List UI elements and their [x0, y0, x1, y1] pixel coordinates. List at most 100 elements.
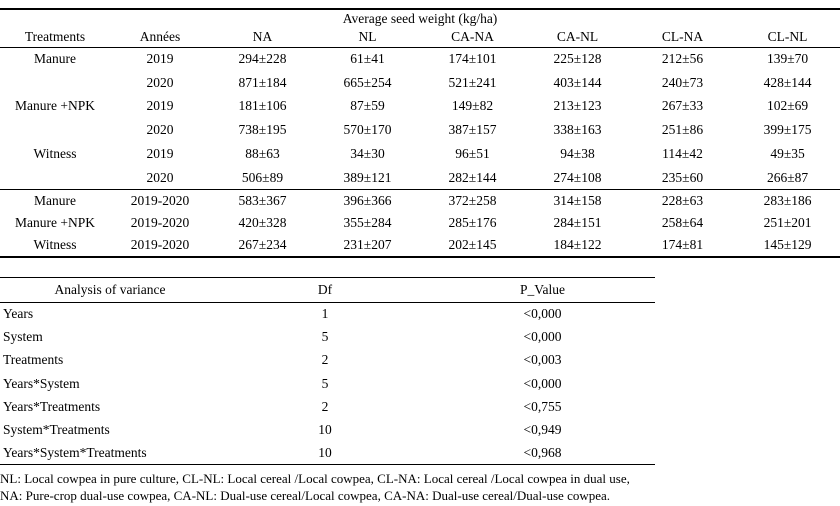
- cell-value: 665±254: [343, 74, 392, 90]
- cell-value: 225±128: [553, 51, 602, 67]
- table-row: Years*System 5 <0,000: [0, 372, 655, 395]
- cell-year: 2019-2020: [130, 237, 190, 253]
- cell-value: 266±87: [766, 169, 809, 185]
- cell-value: 387±157: [448, 122, 497, 138]
- cell-value: 181±106: [238, 98, 287, 114]
- cell-value: 251±201: [763, 215, 812, 231]
- cell-value: 294±228: [238, 51, 287, 67]
- cell-value: 61±41: [350, 51, 385, 67]
- cell-value: 338±163: [553, 122, 602, 138]
- col-header-annees: Années: [110, 27, 210, 48]
- cell-value: 506±89: [241, 169, 284, 185]
- cell-value: 102±69: [766, 98, 809, 114]
- cell-value: 231±207: [343, 237, 392, 253]
- cell-treatment: Manure +NPK: [15, 215, 95, 231]
- cell-treatment: Witness: [33, 237, 77, 253]
- cell-source: Treatments: [3, 352, 64, 368]
- table-row: Years*Treatments 2 <0,755: [0, 395, 655, 418]
- cell-treatment: Manure: [34, 193, 76, 209]
- cell-value: 251±86: [661, 122, 704, 138]
- cell-p-value: <0,000: [523, 375, 562, 391]
- table-row: Analysis of variance Df P_Value: [0, 277, 655, 303]
- cell-source: System*Treatments: [3, 422, 110, 438]
- cell-value: 228±63: [661, 193, 704, 209]
- cell-treatment: Witness: [33, 146, 77, 162]
- cell-value: 212±56: [661, 51, 704, 67]
- footnote-line-1: NL: Local cowpea in pure culture, CL-NL:…: [0, 471, 630, 486]
- cell-value: 145±129: [763, 237, 812, 253]
- table-row: Years 1 <0,000: [0, 303, 655, 326]
- col-header-ca-na: CA-NA: [420, 27, 525, 48]
- table-row: Average seed weight (kg/ha): [0, 9, 840, 27]
- cell-value: 139±70: [766, 51, 809, 67]
- table-row: System*Treatments 10 <0,949: [0, 418, 655, 441]
- cell-value: 521±241: [448, 74, 497, 90]
- cell-value: 184±122: [553, 237, 602, 253]
- col-header-df: Df: [220, 277, 430, 303]
- table-row: 2020 738±195 570±170 387±157 338±163 251…: [0, 118, 840, 142]
- table-row: System 5 <0,000: [0, 326, 655, 349]
- table-row: 2020 506±89 389±121 282±144 274±108 235±…: [0, 166, 840, 190]
- cell-value: 88±63: [245, 146, 280, 162]
- table-row: Years*System*Treatments 10 <0,968: [0, 442, 655, 465]
- col-header-cl-nl: CL-NL: [735, 27, 840, 48]
- cell-year: 2019-2020: [130, 193, 190, 209]
- cell-year: 2020: [146, 169, 174, 185]
- cell-value: 283±186: [763, 193, 812, 209]
- cell-df: 1: [321, 306, 329, 322]
- footnote: NL: Local cowpea in pure culture, CL-NL:…: [0, 471, 840, 504]
- cell-value: 355±284: [343, 215, 392, 231]
- cell-df: 2: [321, 398, 329, 414]
- col-header-cl-na: CL-NA: [630, 27, 735, 48]
- cell-source: Years*System: [3, 375, 80, 391]
- table-row: Treatments Années NA NL CA-NA CA-NL CL-N…: [0, 27, 840, 48]
- cell-value: 149±82: [451, 98, 494, 114]
- cell-p-value: <0,968: [523, 444, 562, 460]
- table-row: Manure 2019-2020 583±367 396±366 372±258…: [0, 190, 840, 212]
- cell-value: 314±158: [553, 193, 602, 209]
- cell-value: 428±144: [763, 74, 812, 90]
- seed-table-title: Average seed weight (kg/ha): [342, 10, 498, 26]
- cell-value: 240±73: [661, 74, 704, 90]
- col-header-ca-nl: CA-NL: [525, 27, 630, 48]
- cell-value: 174±101: [448, 51, 497, 67]
- cell-value: 282±144: [448, 169, 497, 185]
- cell-df: 2: [321, 352, 329, 368]
- cell-df: 5: [321, 375, 329, 391]
- table-row: Manure 2019 294±228 61±41 174±101 225±12…: [0, 47, 840, 71]
- cell-year: 2019-2020: [130, 215, 190, 231]
- cell-value: 420±328: [238, 215, 287, 231]
- cell-treatment: Manure +NPK: [15, 98, 95, 114]
- cell-value: 94±38: [560, 146, 595, 162]
- cell-value: 389±121: [343, 169, 392, 185]
- col-header-analysis-of-variance: Analysis of variance: [0, 277, 220, 303]
- cell-year: 2019: [146, 98, 174, 114]
- cell-source: Years*System*Treatments: [3, 444, 147, 460]
- cell-source: System: [3, 329, 43, 345]
- cell-treatment: Manure: [34, 51, 76, 67]
- cell-year: 2019: [146, 51, 174, 67]
- cell-value: 871±184: [238, 74, 287, 90]
- cell-year: 2019: [146, 146, 174, 162]
- cell-year: 2020: [146, 122, 174, 138]
- cell-value: 49±35: [770, 146, 805, 162]
- col-header-nl: NL: [315, 27, 420, 48]
- cell-value: 235±60: [661, 169, 704, 185]
- cell-value: 87±59: [350, 98, 385, 114]
- table-row: Witness 2019-2020 267±234 231±207 202±14…: [0, 235, 840, 257]
- cell-p-value: <0,755: [523, 398, 562, 414]
- cell-df: 10: [318, 422, 332, 438]
- table-row: Treatments 2 <0,003: [0, 349, 655, 372]
- cell-treatment: [0, 71, 110, 95]
- cell-value: 738±195: [238, 122, 287, 138]
- cell-value: 213±123: [553, 98, 602, 114]
- cell-value: 285±176: [448, 215, 497, 231]
- cell-value: 570±170: [343, 122, 392, 138]
- cell-value: 396±366: [343, 193, 392, 209]
- footnote-line-2: NA: Pure-crop dual-use cowpea, CA-NL: Du…: [0, 487, 611, 503]
- cell-source: Years*Treatments: [3, 398, 101, 414]
- cell-p-value: <0,003: [523, 352, 562, 368]
- table-row: Manure +NPK 2019 181±106 87±59 149±82 21…: [0, 95, 840, 119]
- cell-value: 258±64: [661, 215, 704, 231]
